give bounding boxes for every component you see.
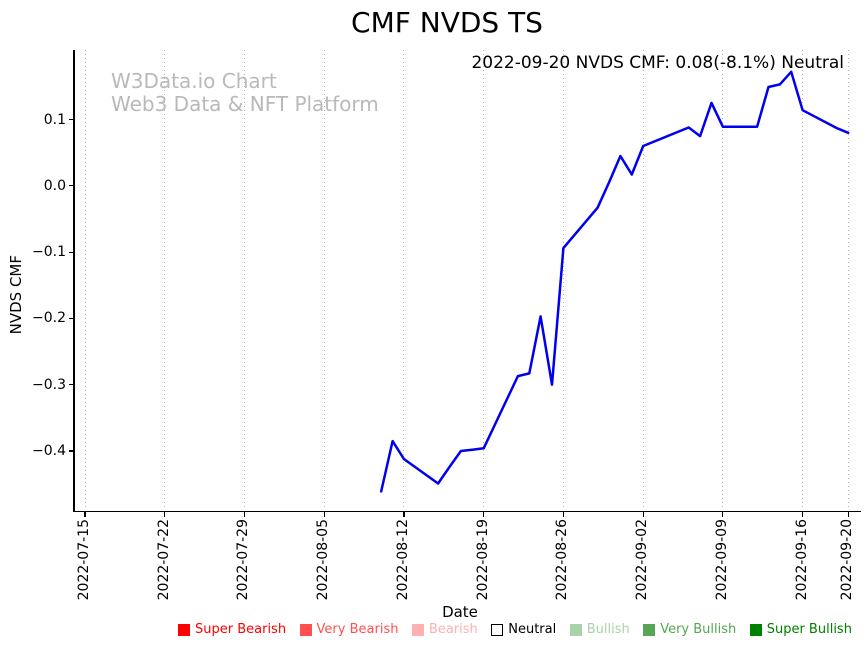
- y-tick-label: −0.4: [32, 443, 66, 459]
- watermark-line1: W3Data.io Chart: [111, 69, 277, 93]
- x-tick-mark: [802, 512, 804, 517]
- y-tick-mark: [69, 251, 74, 253]
- x-axis-spine: [73, 510, 861, 512]
- legend-label: Super Bearish: [195, 622, 287, 637]
- x-tick-mark: [243, 512, 246, 517]
- x-tick-label: 2022-08-26: [554, 519, 571, 601]
- x-tick-label: 2022-09-09: [713, 519, 730, 601]
- y-tick-label: −0.3: [32, 376, 66, 393]
- y-tick-label: 0.0: [43, 177, 66, 194]
- x-tick-label: 2022-08-19: [474, 519, 491, 601]
- x-tick-mark: [642, 512, 644, 517]
- y-tick-mark: [69, 185, 74, 187]
- x-tick-mark: [164, 512, 166, 517]
- y-tick-label: −0.1: [32, 244, 66, 261]
- y-tick-mark: [69, 384, 74, 386]
- legend-item-very-bearish: Very Bearish: [299, 622, 399, 638]
- gridline: [722, 50, 724, 510]
- x-tick-label: 2022-09-16: [793, 519, 810, 601]
- legend-label: Very Bearish: [316, 622, 399, 637]
- x-tick-mark: [483, 512, 485, 517]
- x-axis-title: Date: [442, 603, 478, 621]
- legend-label: Very Bullish: [660, 622, 737, 637]
- x-tick-mark: [403, 512, 405, 517]
- gridline: [802, 50, 804, 510]
- gridline: [243, 50, 245, 510]
- legend-swatch: [643, 624, 656, 636]
- legend-swatch: [299, 624, 312, 636]
- y-tick-label: 0.1: [43, 111, 66, 128]
- y-tick-mark: [69, 450, 74, 452]
- y-axis-spine: [73, 50, 75, 511]
- y-tick-mark: [69, 118, 74, 121]
- x-tick-label: 2022-07-15: [76, 519, 92, 601]
- cmf-line: [379, 70, 850, 493]
- x-tick-mark: [847, 512, 849, 517]
- legend-swatch: [749, 624, 762, 636]
- x-tick-mark: [84, 512, 86, 517]
- x-tick-label: 2022-09-02: [634, 519, 651, 601]
- legend-label: Neutral: [508, 622, 557, 637]
- gridline: [323, 50, 325, 510]
- gridline: [642, 50, 644, 510]
- x-tick-label: 2022-07-22: [155, 519, 172, 601]
- y-tick-label: −0.2: [32, 310, 66, 327]
- gridline: [483, 50, 485, 510]
- gridline: [562, 50, 564, 510]
- chart-title: CMF NVDS TS: [351, 6, 543, 39]
- legend-item-super-bearish: Super Bearish: [178, 622, 286, 638]
- legend-swatch: [491, 624, 504, 636]
- x-tick-mark: [562, 512, 564, 517]
- gridline: [403, 50, 405, 510]
- legend-item-bearish: Bearish: [411, 622, 478, 638]
- gridline: [847, 50, 849, 510]
- gridline: [84, 50, 86, 510]
- x-tick-mark: [722, 512, 724, 517]
- legend-swatch: [411, 624, 424, 636]
- legend-label: Bullish: [586, 622, 630, 637]
- legend-label: Super Bullish: [766, 622, 852, 637]
- legend-swatch: [569, 624, 582, 636]
- x-tick-label: 2022-09-20: [839, 519, 856, 601]
- legend-item-very-bullish: Very Bullish: [643, 622, 736, 638]
- legend-label: Bearish: [428, 622, 478, 637]
- x-tick-label: 2022-08-12: [394, 519, 411, 601]
- legend-item-neutral: Neutral: [491, 622, 556, 638]
- x-tick-mark: [323, 512, 325, 517]
- x-tick-label: 2022-08-05: [315, 519, 332, 601]
- x-tick-label: 2022-07-29: [235, 519, 252, 601]
- y-tick-mark: [69, 317, 74, 319]
- latest-value-annotation: 2022-09-20 NVDS CMF: 0.08(-8.1%) Neutral: [471, 53, 844, 73]
- legend-item-super-bullish: Super Bullish: [749, 622, 852, 638]
- legend-item-bullish: Bullish: [569, 622, 630, 638]
- legend-swatch: [178, 624, 190, 636]
- legend: Super Bearish Very Bearish Bearish Neutral B…: [178, 620, 852, 640]
- gridline: [164, 50, 166, 510]
